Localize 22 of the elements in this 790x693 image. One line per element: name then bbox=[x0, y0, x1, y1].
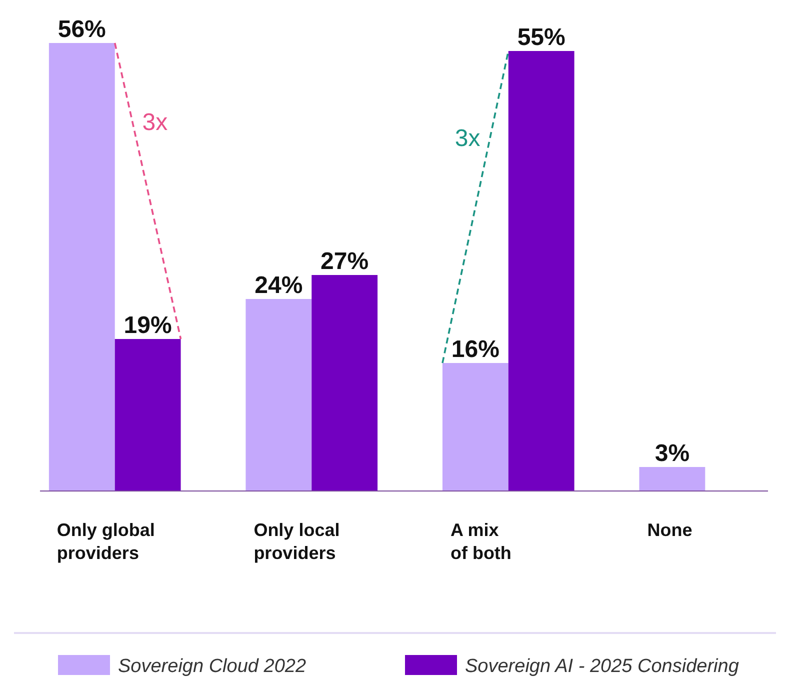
bar bbox=[48, 43, 115, 491]
x-tick-label: None bbox=[647, 520, 692, 540]
data-label: 16% bbox=[451, 336, 500, 363]
data-label: 56% bbox=[58, 16, 106, 43]
legend-label: Sovereign Cloud 2022 bbox=[118, 656, 306, 677]
legend-label: Sovereign AI - 2025 Considering bbox=[465, 656, 740, 677]
data-label: 19% bbox=[124, 312, 172, 339]
data-label: 55% bbox=[517, 24, 566, 51]
annotation: 3x bbox=[142, 109, 168, 136]
x-tick-label: Only global providers bbox=[56, 520, 155, 563]
bar bbox=[639, 467, 706, 491]
annotation: 3x bbox=[454, 125, 480, 152]
bar bbox=[312, 275, 378, 491]
data-label: 3% bbox=[654, 440, 690, 467]
x-tick-label: A mix of both bbox=[450, 520, 512, 563]
bar bbox=[246, 299, 312, 491]
x-tick-label: Only local providers bbox=[254, 520, 340, 563]
bar bbox=[442, 363, 508, 491]
bar bbox=[114, 339, 181, 491]
data-label: 24% bbox=[254, 272, 303, 299]
data-label: 27% bbox=[320, 248, 369, 275]
bar bbox=[508, 51, 574, 491]
